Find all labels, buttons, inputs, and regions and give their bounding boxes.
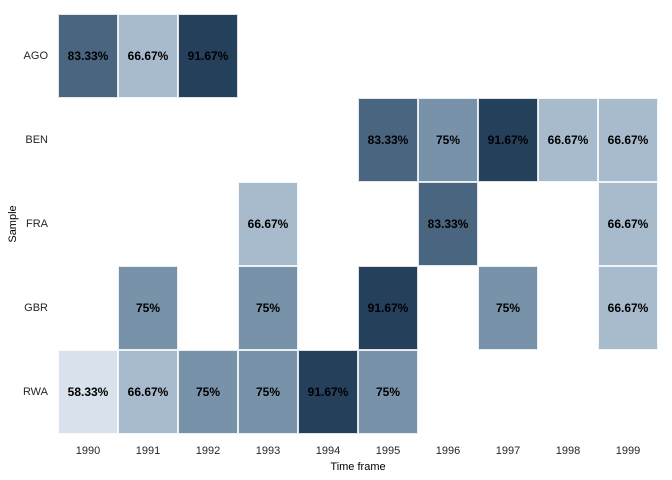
heatmap-cell: 66.67% bbox=[538, 98, 598, 182]
x-tick-label: 1997 bbox=[495, 445, 521, 457]
y-tick-label: GBR bbox=[24, 302, 48, 314]
heatmap-cell: 83.33% bbox=[58, 14, 118, 98]
heatmap-cell: 75% bbox=[178, 350, 238, 434]
x-tick-label: 1995 bbox=[375, 445, 401, 457]
x-tick-label: 1990 bbox=[75, 445, 101, 457]
x-tick-label: 1994 bbox=[315, 445, 341, 457]
heatmap-cell: 66.67% bbox=[238, 182, 298, 266]
heatmap-cell: 91.67% bbox=[358, 266, 418, 350]
x-axis-labels: 1990 1991 1992 1993 1994 1995 1996 1997 1998 1999 bbox=[58, 445, 658, 457]
x-tick-label: 1999 bbox=[615, 445, 641, 457]
y-tick-label: BEN bbox=[25, 134, 48, 146]
heatmap-cell: 91.67% bbox=[298, 350, 358, 434]
heatmap-cell: 75% bbox=[478, 266, 538, 350]
y-tick-label: RWA bbox=[22, 386, 48, 398]
x-tick-label: 1993 bbox=[255, 445, 281, 457]
heatmap-cell: 75% bbox=[238, 350, 298, 434]
y-axis-labels: AGO BEN FRA GBR RWA bbox=[0, 14, 52, 434]
heatmap-cell: 75% bbox=[418, 98, 478, 182]
heatmap-cell: 66.67% bbox=[118, 350, 178, 434]
heatmap-cell: 66.67% bbox=[598, 98, 658, 182]
heatmap-cell: 91.67% bbox=[178, 14, 238, 98]
heatmap-cell: 66.67% bbox=[118, 14, 178, 98]
heatmap-cell: 91.67% bbox=[478, 98, 538, 182]
heatmap-cell: 75% bbox=[358, 350, 418, 434]
heatmap-cell: 83.33% bbox=[418, 182, 478, 266]
heatmap-cell: 66.67% bbox=[598, 182, 658, 266]
y-tick-label: AGO bbox=[23, 50, 48, 62]
x-tick-label: 1991 bbox=[135, 445, 161, 457]
heatmap-cell: 75% bbox=[238, 266, 298, 350]
heatmap-cell: 58.33% bbox=[58, 350, 118, 434]
x-tick-label: 1992 bbox=[195, 445, 221, 457]
x-tick-label: 1996 bbox=[435, 445, 461, 457]
x-axis-title: Time frame bbox=[330, 461, 386, 473]
x-tick-label: 1998 bbox=[555, 445, 581, 457]
heatmap-plot: 83.33% 66.67% 91.67% 83.33% 75% 91.67% 66.67% 6… bbox=[58, 14, 658, 434]
heatmap-cell: 83.33% bbox=[358, 98, 418, 182]
y-tick-label: FRA bbox=[26, 218, 48, 230]
heatmap-cell: 66.67% bbox=[598, 266, 658, 350]
heatmap-cell: 75% bbox=[118, 266, 178, 350]
